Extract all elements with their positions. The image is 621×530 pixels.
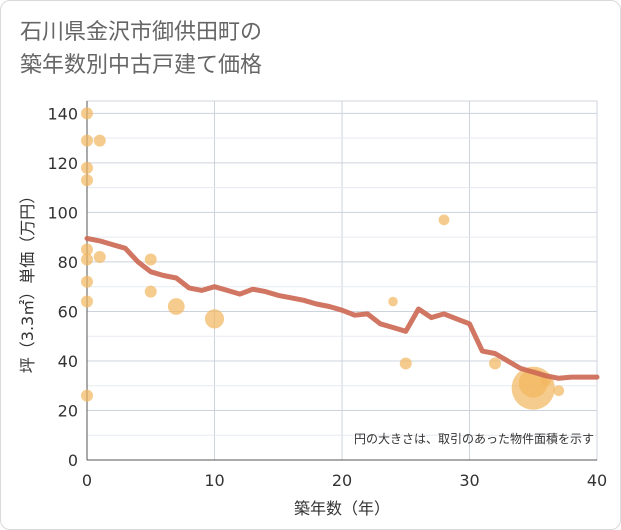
data-point-6 [81,253,93,266]
data-point-17 [438,214,450,226]
data-point-12 [144,285,157,298]
x-axis-label: 築年数（年） [294,499,390,518]
data-point-14 [204,309,225,329]
x-tick-label-3: 30 [459,471,479,490]
data-point-7 [93,250,106,263]
size-legend-note: 円の大きさは、取引のあった物件面積を示す [354,431,594,446]
y-tick-label-2: 40 [58,352,78,371]
y-tick-label-4: 80 [58,253,78,272]
data-point-8 [81,275,93,288]
x-tick-label-4: 40 [587,471,607,490]
data-point-10 [81,389,93,402]
y-tick-label-0: 0 [68,451,78,470]
data-point-16 [399,357,412,370]
data-point-4 [81,174,93,187]
y-tick-label-5: 100 [47,203,78,222]
y-tick-label-7: 140 [47,104,78,123]
y-tick-label-3: 60 [58,302,78,321]
y-tick-label-6: 120 [47,154,78,173]
data-point-9 [81,295,93,308]
chart-title-line-1: 石川県金沢市御供田町の [20,20,263,45]
chart-title: 石川県金沢市御供田町の 築年数別中古戸建て価格 [20,16,262,82]
data-point-1 [81,134,93,147]
x-tick-label-1: 10 [204,471,224,490]
data-point-5 [81,243,93,256]
data-point-22 [553,385,565,397]
y-axis-label: 坪（3.3㎡）単価（万円） [18,188,37,373]
data-point-2 [93,134,106,147]
x-tick-label-2: 20 [332,471,352,490]
y-tick-label-1: 20 [58,401,78,420]
data-point-0 [81,107,93,120]
data-point-18 [489,357,501,370]
data-point-13 [167,298,185,315]
data-point-3 [81,161,93,174]
data-point-15 [388,296,398,307]
x-tick-label-0: 0 [82,471,92,490]
trend-line [84,235,600,381]
chart-title-line-2: 築年数別中古戸建て価格 [20,53,263,78]
data-point-11 [144,253,157,266]
